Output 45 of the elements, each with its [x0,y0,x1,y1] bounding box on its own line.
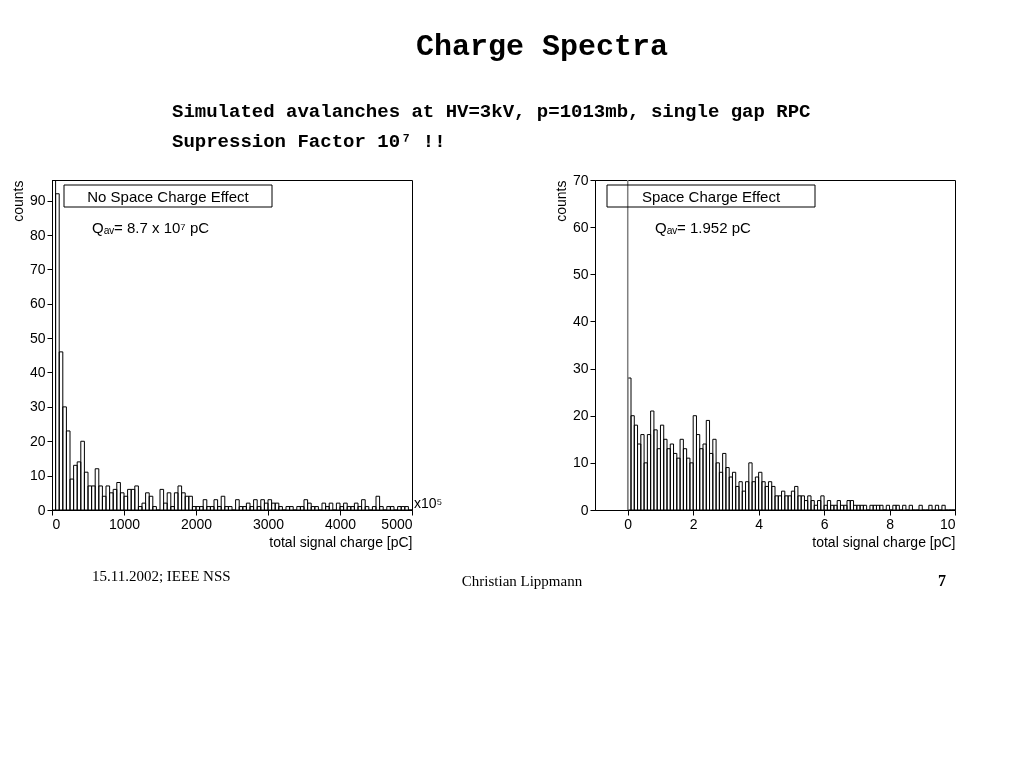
x-tick-label: 8 [886,515,895,532]
y-tick-label: 70 [572,171,589,188]
annotation: Qₐᵥ= 8.7 x 10⁷ pC [92,219,210,236]
y-tick-label: 50 [572,265,589,282]
x-tick-label: 10 [939,515,956,532]
x-tick-label: 3000 [252,515,285,532]
y-axis-title: counts [9,180,26,222]
x-tick-label: 5000 [381,515,413,532]
y-tick-label: 20 [29,432,46,449]
x-tick-label: 2000 [180,515,213,532]
text: 15.11.2002; IEEE NSS [92,568,231,584]
text: Supression Factor 10⁷ !! [172,131,446,153]
y-tick-label: 0 [580,501,589,518]
y-tick-label: 60 [29,295,46,312]
x-tick-label: 6 [820,515,829,532]
y-tick-label: 50 [29,329,46,346]
y-tick-label: 10 [572,454,589,471]
y-axis-title: counts [552,180,569,222]
y-tick-label: 30 [572,360,589,377]
text: x10⁵ [414,495,443,511]
text: Charge Spectra [415,30,669,64]
x-tick-label: 0 [624,515,633,532]
text: Space Charge Effect [641,188,781,205]
y-tick-label: 40 [29,364,46,380]
text: 7 [938,572,946,589]
text: Christian Lippmann [461,573,583,589]
y-tick-label: 70 [29,260,46,277]
text: Simulated avalanches at HV=3kV, p=1013mb, single gap RPC [172,101,811,123]
x-tick-label: 2 [689,515,698,532]
x-tick-label: 4000 [324,515,357,532]
text: No Space Charge Effect [87,188,250,205]
y-tick-label: 40 [572,312,589,329]
y-tick-label: 10 [29,467,46,484]
y-tick-label: 60 [572,218,589,235]
y-tick-label: 20 [572,407,589,424]
y-tick-label: 80 [29,226,46,243]
annotation: Qₐᵥ= 1.952 pC [655,219,752,236]
x-axis-title: total signal charge [pC] [269,533,413,550]
x-tick-label: 1000 [108,515,141,532]
y-tick-label: 30 [29,398,46,415]
y-tick-label: 0 [37,501,46,518]
x-tick-label: 4 [755,515,764,532]
y-tick-label: 90 [29,192,46,209]
x-axis-title: total signal charge [pC] [812,533,956,550]
x-tick-label: 0 [52,515,61,532]
